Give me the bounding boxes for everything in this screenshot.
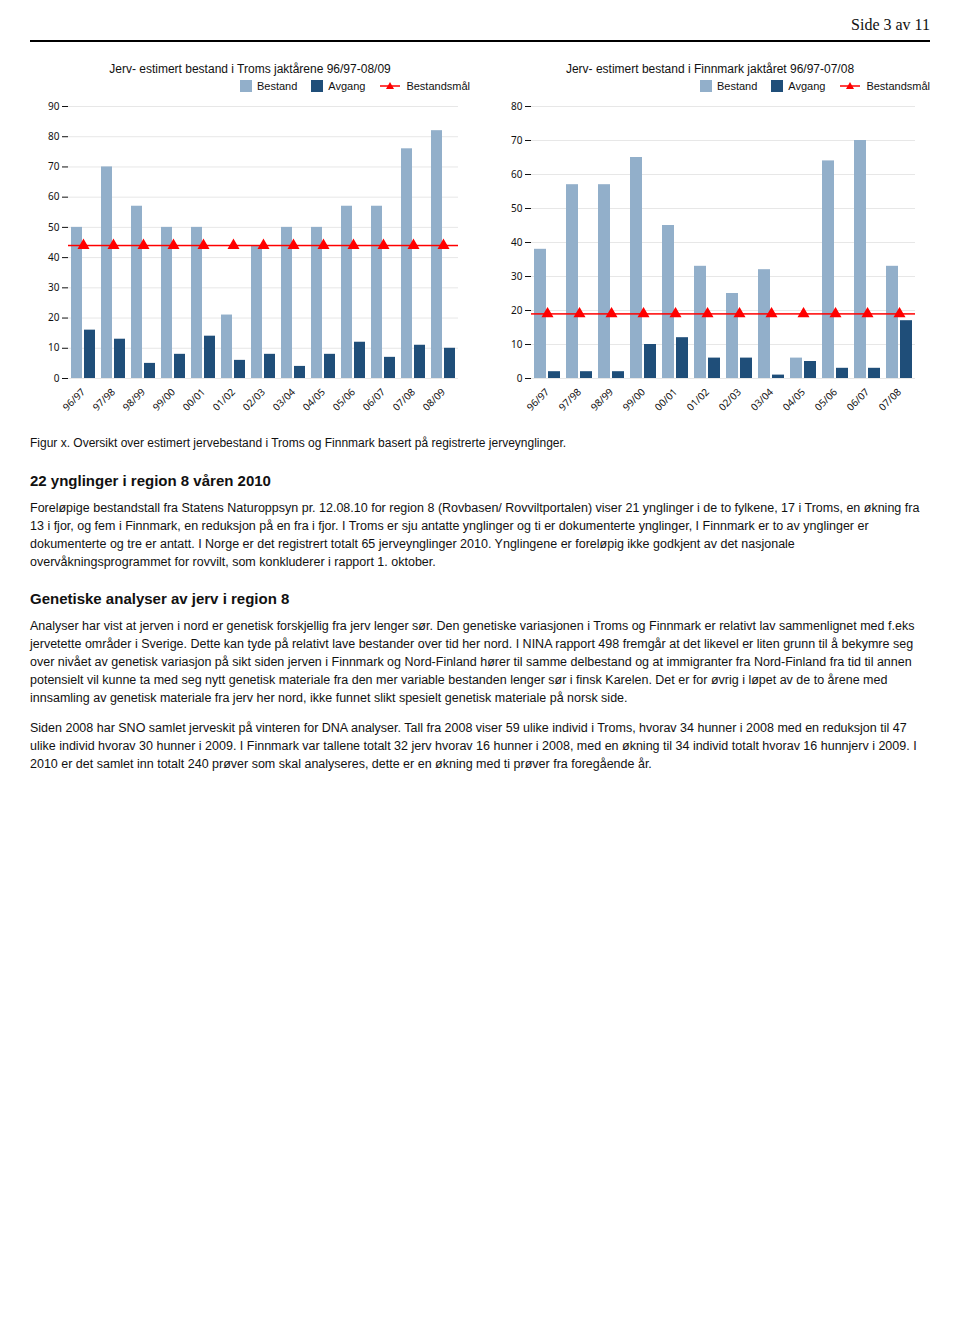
svg-text:20: 20 xyxy=(511,303,523,317)
svg-text:03/04: 03/04 xyxy=(747,385,776,414)
svg-text:05/06: 05/06 xyxy=(811,385,840,414)
svg-text:07/08: 07/08 xyxy=(875,385,904,414)
svg-text:02/03: 02/03 xyxy=(239,385,268,414)
svg-text:04/05: 04/05 xyxy=(779,385,808,414)
svg-text:03/04: 03/04 xyxy=(269,385,298,414)
svg-text:70: 70 xyxy=(511,133,523,147)
svg-text:30: 30 xyxy=(48,280,60,294)
html-text:Bestand: Bestand xyxy=(256,80,298,92)
svg-text:01/02: 01/02 xyxy=(683,385,712,414)
svg-text:90: 90 xyxy=(48,99,60,113)
svg-text:30: 30 xyxy=(511,269,523,283)
html-text:Bestandsmål: Bestandsmål xyxy=(866,80,930,92)
svg-text:40: 40 xyxy=(48,250,60,264)
svg-text:20: 20 xyxy=(48,310,60,324)
svg-text:70: 70 xyxy=(48,159,60,173)
html-text:Jerv- estimert bestand i Troms: Jerv- estimert bestand i Troms jaktårene… xyxy=(109,62,391,76)
svg-text:60: 60 xyxy=(511,167,523,181)
svg-text:99/00: 99/00 xyxy=(149,385,178,414)
svg-text:96/97: 96/97 xyxy=(523,385,552,414)
svg-text:07/08: 07/08 xyxy=(389,385,418,414)
svg-text:01/02: 01/02 xyxy=(209,385,238,414)
html-text:Genetiske analyser av jerv i r: Genetiske analyser av jerv i region 8 xyxy=(30,589,290,607)
svg-text:96/97: 96/97 xyxy=(59,385,88,414)
html-text:Figur x. Oversikt over estimer: Figur x. Oversikt over estimert jervebes… xyxy=(30,436,567,450)
svg-text:06/07: 06/07 xyxy=(843,385,872,414)
html-text:Avgang: Avgang xyxy=(788,80,826,92)
html-text:22 ynglinger i region 8 våren: 22 ynglinger i region 8 våren 2010 xyxy=(30,472,271,489)
svg-text:0: 0 xyxy=(517,371,523,385)
svg-text:04/05: 04/05 xyxy=(299,385,328,414)
html-text:Avgang: Avgang xyxy=(328,80,366,92)
svg-text:08/09: 08/09 xyxy=(419,385,448,414)
svg-text:80: 80 xyxy=(48,129,60,143)
html-text:Siden 2008 har SNO samlet jerv: Siden 2008 har SNO samlet jerveskit på v… xyxy=(30,721,917,772)
svg-text:05/06: 05/06 xyxy=(329,385,358,414)
html-text:Bestandsmål: Bestandsmål xyxy=(406,80,470,92)
html-text:Jerv- estimert bestand i Finnm: Jerv- estimert bestand i Finnmark jaktår… xyxy=(565,62,855,76)
html-text:Side 3 av 11: Side 3 av 11 xyxy=(851,16,930,33)
svg-text:02/03: 02/03 xyxy=(715,385,744,414)
svg-text:60: 60 xyxy=(48,189,60,203)
html-text:Bestand: Bestand xyxy=(716,80,758,92)
svg-text:97/98: 97/98 xyxy=(89,385,118,414)
svg-text:97/98: 97/98 xyxy=(555,385,584,414)
svg-text:06/07: 06/07 xyxy=(359,385,388,414)
svg-text:10: 10 xyxy=(48,340,60,354)
svg-text:80: 80 xyxy=(511,99,523,113)
svg-text:40: 40 xyxy=(511,235,523,249)
svg-text:50: 50 xyxy=(511,201,523,215)
svg-text:99/00: 99/00 xyxy=(619,385,648,414)
svg-text:00/01: 00/01 xyxy=(179,385,208,414)
svg-text:0: 0 xyxy=(54,371,60,385)
svg-text:50: 50 xyxy=(48,220,60,234)
html-text:Foreløpige bestandstall fra St: Foreløpige bestandstall fra Statens Natu… xyxy=(30,501,920,570)
svg-text:98/99: 98/99 xyxy=(587,385,616,414)
svg-text:10: 10 xyxy=(511,337,523,351)
svg-text:98/99: 98/99 xyxy=(119,385,148,414)
html-text:Analyser har vist at jerven i: Analyser har vist at jerven i nord er ge… xyxy=(30,618,915,705)
svg-text:00/01: 00/01 xyxy=(651,385,680,414)
